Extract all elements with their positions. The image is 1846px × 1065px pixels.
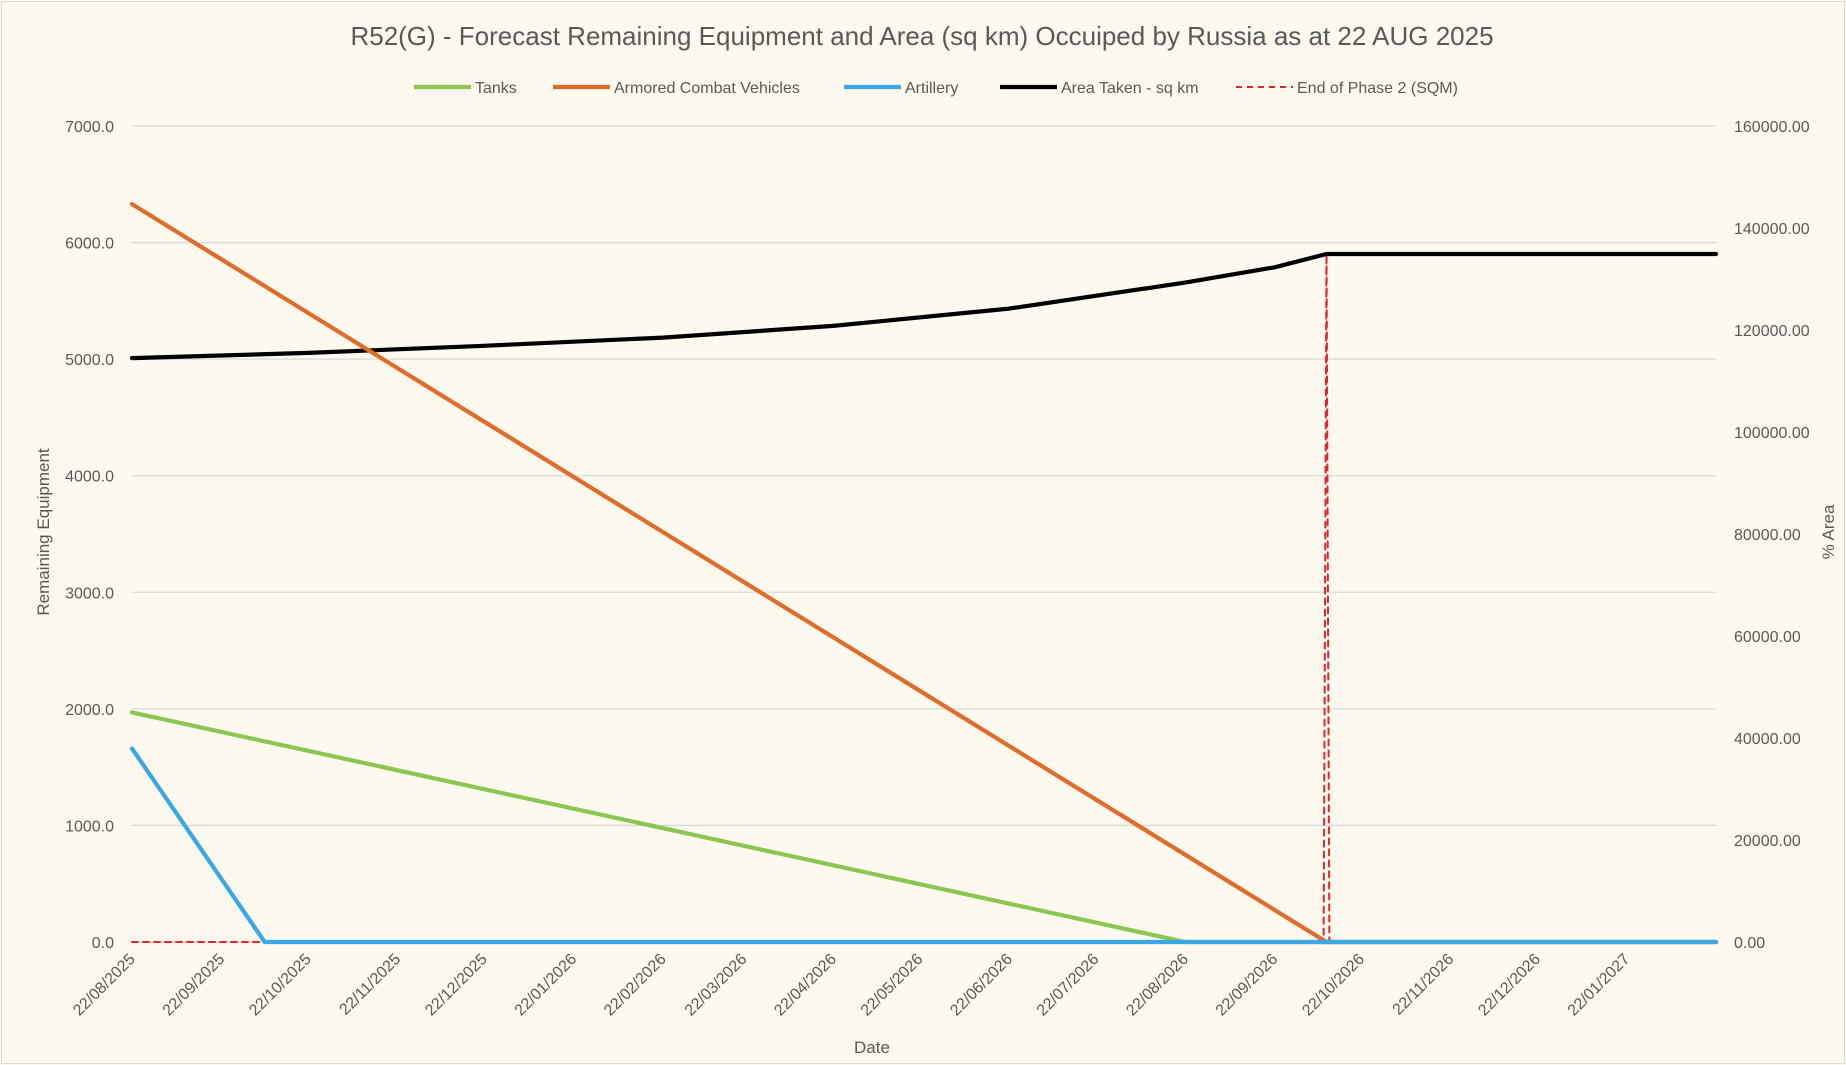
y-tick-label: 3000.0	[65, 585, 114, 602]
x-axis-ticks: 22/08/2025 22/09/2025 22/10/2025 22/11/2025…	[70, 951, 1633, 1020]
legend: Tanks Armored Combat Vehicles Artillery Are…	[414, 80, 1458, 97]
y-axis-right-title: % Area	[1819, 504, 1838, 559]
y2-tick-label: 0.00	[1734, 935, 1765, 952]
y2-tick-label: 20000.00	[1734, 833, 1801, 850]
x-tick-label: 22/01/2027	[1565, 951, 1634, 1020]
y-tick-label: 4000.0	[65, 469, 114, 486]
x-tick-label: 22/09/2026	[1213, 951, 1282, 1020]
legend-label: End of Phase 2 (SQM)	[1297, 80, 1458, 97]
x-tick-label: 22/11/2026	[1390, 951, 1458, 1019]
series-line-area-taken-sq-km	[129, 251, 1719, 361]
x-tick-label: 22/02/2026	[601, 951, 670, 1020]
y2-tick-label: 140000.00	[1734, 221, 1810, 238]
y-tick-label: 5000.0	[65, 352, 114, 369]
chart-title: R52(G) - Forecast Remaining Equipment an…	[350, 21, 1493, 51]
x-tick-label: 22/09/2025	[160, 951, 229, 1020]
series-line-tanks	[129, 710, 1719, 945]
x-tick-label: 22/12/2025	[422, 951, 491, 1020]
x-tick-label: 22/12/2026	[1475, 951, 1544, 1020]
series-line-end-of-phase-2-sqm	[131, 253, 1717, 943]
x-tick-label: 22/11/2025	[336, 951, 404, 1019]
x-tick-label: 22/10/2025	[246, 951, 315, 1020]
gridlines	[132, 125, 1716, 943]
y2-tick-label: 80000.00	[1734, 527, 1801, 544]
x-tick-label: 22/04/2026	[771, 951, 840, 1020]
series-line-artillery	[129, 746, 1719, 945]
legend-label: Armored Combat Vehicles	[614, 80, 800, 97]
y2-tick-label: 100000.00	[1734, 425, 1810, 442]
x-tick-label: 22/05/2026	[858, 951, 927, 1020]
y2-tick-label: 40000.00	[1734, 731, 1801, 748]
y2-tick-label: 120000.00	[1734, 323, 1810, 340]
x-tick-label: 22/06/2026	[947, 951, 1016, 1020]
y-axis-left-title: Remaining Equipment	[34, 448, 53, 616]
y-tick-label: 0.0	[92, 935, 114, 952]
y-tick-label: 2000.0	[65, 702, 114, 719]
legend-label: Area Taken - sq km	[1061, 80, 1199, 97]
legend-label: Artillery	[905, 80, 958, 97]
y-axis-right-ticks: 0.00 20000.00 40000.00 60000.00 80000.00 1000…	[1734, 119, 1810, 952]
legend-label: Tanks	[475, 80, 517, 97]
x-axis-title: Date	[854, 1038, 890, 1057]
x-tick-label: 22/10/2026	[1299, 951, 1368, 1020]
x-tick-label: 22/01/2026	[512, 951, 581, 1020]
y-axis-left-ticks: 0.0 1000.0 2000.0 3000.0 4000.0 5000.0 6000.0 7…	[65, 119, 114, 952]
series-line-armored-combat-vehicles	[129, 202, 1719, 945]
x-tick-label: 22/08/2025	[70, 951, 139, 1020]
y-tick-label: 1000.0	[65, 818, 114, 835]
x-tick-label: 22/08/2026	[1123, 951, 1192, 1020]
plot-lines	[129, 202, 1719, 945]
y-tick-label: 6000.0	[65, 236, 114, 253]
y2-tick-label: 60000.00	[1734, 629, 1801, 646]
x-tick-label: 22/07/2026	[1034, 951, 1103, 1020]
x-tick-label: 22/03/2026	[682, 951, 751, 1020]
y2-tick-label: 160000.00	[1734, 119, 1810, 136]
y-tick-label: 7000.0	[65, 119, 114, 136]
